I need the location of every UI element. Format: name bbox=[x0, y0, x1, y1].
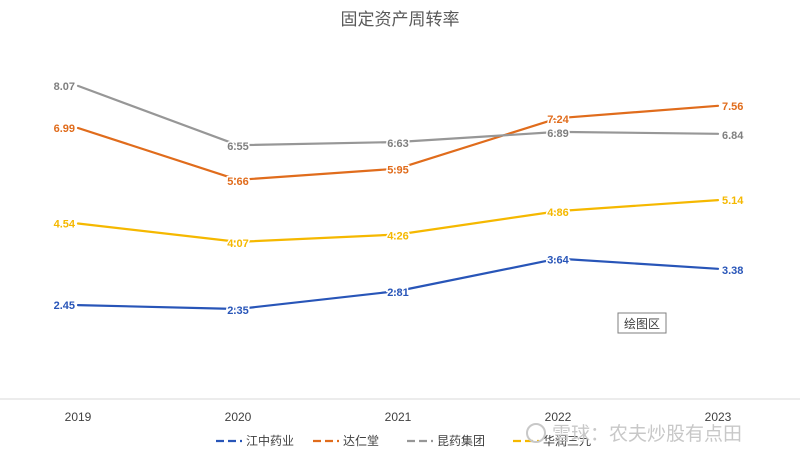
legend-item: 华润三九 bbox=[513, 434, 591, 448]
watermark: 雪球：农夫炒股有点田 bbox=[526, 423, 742, 445]
x-tick-label: 2020 bbox=[225, 410, 252, 424]
data-label: 6.55 bbox=[227, 141, 248, 153]
data-label: 6.63 bbox=[387, 138, 408, 150]
data-label: 6.84 bbox=[722, 130, 744, 142]
data-label: 7.24 bbox=[547, 114, 569, 126]
series-line bbox=[76, 84, 720, 147]
data-label: 3.64 bbox=[547, 255, 569, 267]
x-tick-label: 2019 bbox=[65, 410, 92, 424]
x-tick-label: 2023 bbox=[705, 410, 732, 424]
data-label: 4.54 bbox=[54, 219, 76, 231]
data-label: 6.99 bbox=[54, 123, 75, 135]
data-label: 2.81 bbox=[387, 287, 408, 299]
series-3: 8.07 6.55 6.63 6.89 6.84 bbox=[52, 79, 746, 154]
data-label: 8.07 bbox=[54, 81, 75, 93]
data-label: 6.89 bbox=[547, 128, 568, 140]
series-2: 6.99 5.66 5.95 7.24 7.56 bbox=[52, 99, 745, 189]
legend-label: 达仁堂 bbox=[343, 434, 379, 448]
legend-label: 昆药集团 bbox=[437, 433, 485, 448]
tooltip-box bbox=[617, 312, 667, 334]
data-label: 3.38 bbox=[722, 265, 743, 277]
data-label: 5.95 bbox=[387, 165, 408, 177]
legend-item: 江中药业 bbox=[216, 433, 294, 448]
series-4: 4.54 4.07 4.26 4.86 5.14 bbox=[52, 194, 746, 252]
x-tick-label: 2021 bbox=[385, 410, 412, 424]
data-label: 4.86 bbox=[547, 207, 568, 219]
legend: 江中药业 达仁堂 昆药集团 华润三九 bbox=[216, 433, 591, 448]
watermark-logo bbox=[526, 423, 546, 443]
data-label: 5.66 bbox=[227, 176, 248, 188]
data-label: 2.35 bbox=[227, 305, 248, 317]
x-axis-ticks: 2019 2020 2021 2022 2023 bbox=[65, 410, 732, 424]
series-1: 2.45 2.35 2.81 3.64 3.38 bbox=[52, 253, 745, 318]
x-tick-label: 2022 bbox=[545, 410, 572, 424]
data-label: 4.07 bbox=[227, 238, 248, 250]
legend-item: 昆药集团 bbox=[407, 433, 485, 448]
data-label: 4.26 bbox=[387, 230, 408, 242]
series-layer: 2.45 2.35 2.81 3.64 3.38 6.99 5.66 5.95 7.24 7.56… bbox=[52, 79, 746, 318]
series-line bbox=[76, 104, 720, 181]
legend-item: 达仁堂 bbox=[313, 434, 379, 448]
data-label: 5.14 bbox=[722, 195, 744, 207]
series-line bbox=[76, 257, 720, 311]
chart-title: 固定资产周转率 bbox=[341, 10, 460, 30]
series-line bbox=[76, 199, 720, 243]
legend-label: 江中药业 bbox=[246, 433, 294, 448]
data-label: 2.45 bbox=[54, 300, 75, 312]
plot-area-tooltip: 绘图区 bbox=[617, 312, 667, 334]
data-label: 7.56 bbox=[722, 101, 743, 113]
tooltip-text: 绘图区 bbox=[624, 316, 660, 331]
legend-label: 华润三九 bbox=[543, 434, 591, 448]
watermark-text: 雪球：农夫炒股有点田 bbox=[552, 423, 742, 445]
